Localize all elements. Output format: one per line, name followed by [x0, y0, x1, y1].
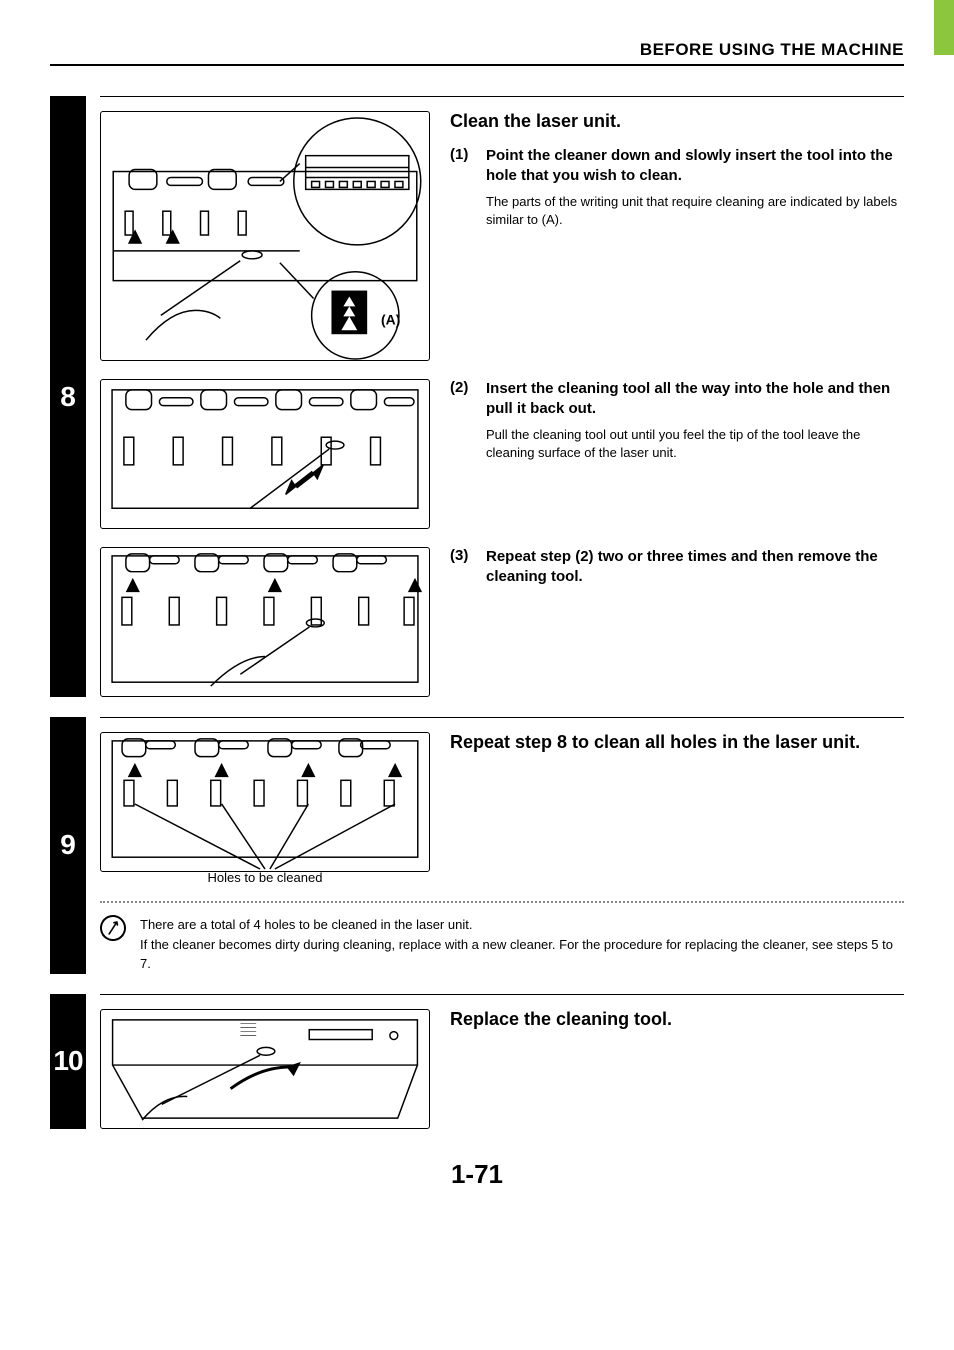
step10-heading: Replace the cleaning tool.: [450, 1009, 904, 1030]
item-head: Insert the cleaning tool all the way int…: [486, 379, 904, 420]
item-head: Repeat step (2) two or three times and t…: [486, 547, 904, 588]
step-number-10: 10: [53, 1045, 82, 1077]
side-tab: [934, 0, 954, 55]
figure-label-a: (A): [381, 311, 400, 327]
item-num: (1): [450, 146, 476, 187]
step8-item-3: (3) Repeat step (2) two or three times a…: [450, 547, 904, 588]
step9-heading: Repeat step 8 to clean all holes in the …: [450, 732, 904, 753]
step-9: 9: [50, 717, 904, 974]
step-number-8: 8: [60, 381, 76, 413]
item-num: (3): [450, 547, 476, 588]
item-num: (2): [450, 379, 476, 420]
item-body: Pull the cleaning tool out until you fee…: [486, 426, 904, 462]
step-bar-8: 8: [50, 96, 86, 697]
step8-figure-1: (A): [100, 111, 430, 361]
step-bar-10: 10: [50, 994, 86, 1129]
item-body: The parts of the writing unit that requi…: [486, 193, 904, 229]
step9-rule: [100, 717, 904, 718]
header-rule: [50, 64, 904, 66]
step-10: 10: [50, 994, 904, 1129]
step10-rule: [100, 994, 904, 995]
step-number-9: 9: [60, 829, 76, 861]
step9-dotted-rule: [100, 901, 904, 903]
step9-note: There are a total of 4 holes to be clean…: [100, 915, 904, 974]
step9-figure: Holes to be cleaned: [100, 732, 430, 885]
item-head: Point the cleaner down and slowly insert…: [486, 146, 904, 187]
step8-item-1: (1) Point the cleaner down and slowly in…: [450, 146, 904, 229]
step8-figure-2: [100, 379, 430, 529]
step8-rule: [100, 96, 904, 97]
step10-figure: [100, 1009, 430, 1129]
page-section-title: BEFORE USING THE MACHINE: [640, 40, 904, 60]
step8-figure-3: [100, 547, 430, 697]
step8-heading: Clean the laser unit.: [450, 111, 904, 132]
step-8: 8: [50, 96, 904, 697]
note-line-1: There are a total of 4 holes to be clean…: [140, 915, 904, 935]
step-bar-9: 9: [50, 717, 86, 974]
step8-item-2: (2) Insert the cleaning tool all the way…: [450, 379, 904, 462]
note-line-2: If the cleaner becomes dirty during clea…: [140, 935, 904, 974]
page-number: 1-71: [50, 1159, 904, 1190]
note-icon: [98, 913, 129, 944]
